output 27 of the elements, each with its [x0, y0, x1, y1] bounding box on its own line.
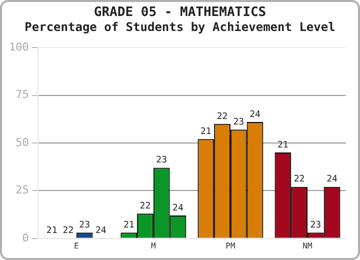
y-tick-label: 100: [8, 40, 29, 54]
text: 22: [216, 112, 228, 122]
text: 24: [326, 174, 338, 185]
x-tick-label: NM: [302, 241, 312, 250]
x-tick-label: PM: [226, 241, 236, 250]
y-tick-label: 25: [16, 184, 29, 197]
series-label: 24: [172, 203, 184, 214]
text: 22: [62, 226, 74, 236]
y-tick-label: 75: [16, 88, 29, 102]
chart-title: GRADE 05 - MATHEMATICS: [92, 5, 268, 20]
x-tick-label: M: [151, 241, 156, 250]
text: 24: [250, 110, 260, 120]
text: 22: [294, 174, 305, 185]
text: 21: [278, 140, 288, 150]
y-tick-label: 50: [16, 136, 29, 149]
text: 21: [200, 127, 212, 138]
series-label: 23: [79, 220, 90, 231]
y-tick-label: 0: [22, 231, 29, 244]
text: 21: [46, 226, 58, 236]
text: 23: [233, 117, 244, 128]
series-label: 22: [140, 201, 151, 212]
text: 23: [310, 220, 322, 231]
text: 23: [156, 156, 168, 166]
x-tick-label: E: [74, 241, 79, 250]
series-label: 21: [123, 220, 134, 231]
text: 24: [96, 226, 106, 236]
chart-subtitle: Percentage of Students by Achievement Level: [24, 20, 336, 34]
